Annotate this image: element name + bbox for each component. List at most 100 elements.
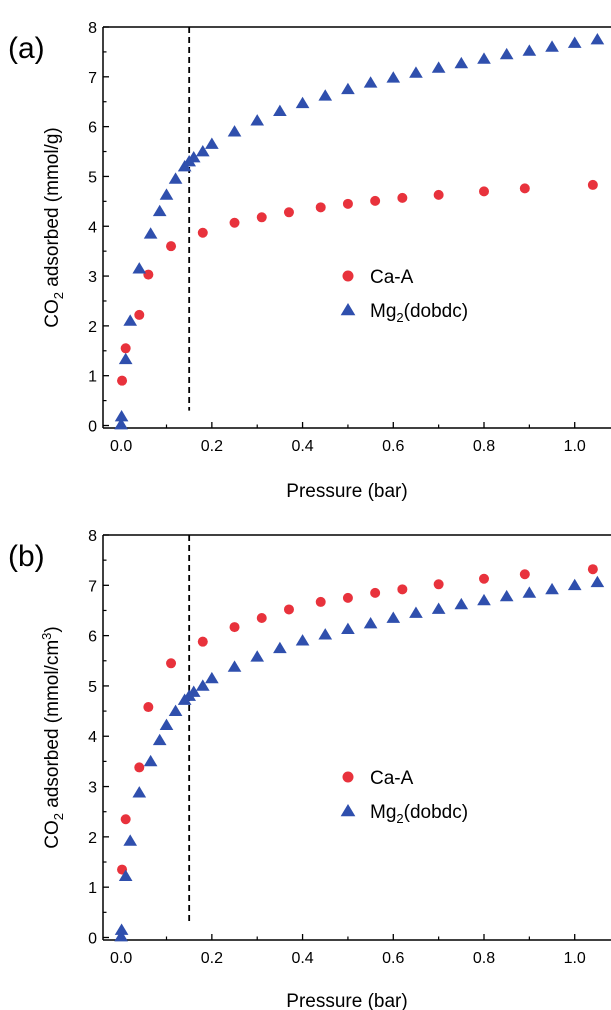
series-ca-a (117, 179, 598, 386)
series-mg2-dobdc (114, 32, 605, 430)
mg2-dobdc-point (273, 104, 287, 117)
x-axis-label: Pressure (bar) (286, 481, 407, 502)
ca-a-point (120, 814, 131, 825)
y-tick-label: 6 (88, 629, 97, 646)
ca-a-point (315, 596, 326, 607)
mg2-dobdc-point (114, 410, 129, 422)
ca-a-point (166, 241, 177, 252)
mg2-dobdc-point (114, 929, 128, 942)
mg2-dobdc-point (318, 89, 333, 101)
mg2-dobdc-point (132, 786, 147, 798)
y-tick-label: 8 (88, 20, 97, 37)
y-tick-label: 5 (88, 679, 97, 696)
legend-marker-mg2-dobdc (340, 804, 356, 817)
series-mg2-dobdc (114, 575, 605, 942)
mg2-dobdc-point (118, 869, 133, 881)
y-tick-label: 6 (88, 120, 97, 137)
y-tick-label: 2 (88, 319, 97, 336)
mg2-dobdc-point (409, 66, 423, 78)
x-tick-label: 0.8 (473, 438, 495, 455)
x-tick-label: 0.0 (110, 950, 132, 967)
mg2-dobdc-point (341, 622, 355, 634)
mg2-dobdc-point (186, 685, 201, 697)
mg2-dobdc-point (132, 262, 147, 274)
panel-a: (a) 0 1 2 3 4 5 6 7 8 0.0 0.2 0.4 0.6 0.8 1.0 Pressure (… (8, 20, 611, 502)
ca-a-point (197, 636, 208, 647)
mg2-dobdc-point (152, 204, 167, 217)
mg2-dobdc-point (123, 834, 138, 846)
ca-a-point (519, 569, 530, 580)
ca-a-point (397, 584, 408, 595)
legend-marker-ca-a (342, 270, 354, 282)
mg2-dobdc-point (152, 733, 167, 746)
mg2-dobdc-point (499, 47, 514, 60)
ca-a-point (166, 658, 177, 669)
panel-label: (b) (8, 540, 45, 573)
y-tick-label: 4 (88, 219, 97, 236)
y-tick-label: 1 (88, 369, 97, 386)
ca-a-point (397, 192, 408, 203)
x-tick-label: 0.8 (473, 950, 495, 967)
mg2-dobdc-point (295, 634, 310, 646)
ca-a-point (433, 189, 444, 200)
ca-a-point (315, 202, 326, 213)
y-tick-label: 4 (88, 729, 97, 746)
ca-a-point (370, 195, 381, 206)
mg2-dobdc-point (118, 352, 133, 365)
x-tick-label: 0.4 (291, 950, 313, 967)
legend-label: Mg2(dobdc) (370, 802, 468, 826)
mg2-dobdc-point (363, 617, 378, 629)
y-tick-label: 8 (88, 528, 97, 545)
ca-a-point (519, 183, 530, 194)
ca-a-point (587, 564, 598, 575)
x-tick-label: 0.2 (201, 438, 223, 455)
x-tick-label: 0.4 (291, 438, 313, 455)
ca-a-point (256, 212, 267, 223)
y-axis-label: CO2 adsorbed (mmol/g) (42, 127, 66, 327)
series-ca-a (117, 564, 598, 875)
mg2-dobdc-point (431, 61, 446, 73)
ca-a-point (117, 375, 128, 386)
mg2-dobdc-point (168, 172, 183, 184)
mg2-dobdc-point (295, 96, 310, 109)
y-tick-label: 3 (88, 269, 97, 286)
mg2-dobdc-point (205, 137, 219, 149)
mg2-dobdc-point (545, 582, 559, 595)
y-tick-label: 7 (88, 70, 97, 87)
mg2-dobdc-point (143, 754, 158, 767)
x-tick-label: 0.6 (382, 438, 404, 455)
ca-a-point (433, 579, 444, 590)
y-tick-label: 0 (88, 930, 97, 947)
x-tick-label: 0.2 (201, 950, 223, 967)
mg2-dobdc-point (143, 227, 158, 239)
ca-a-point (120, 343, 131, 354)
mg2-dobdc-point (250, 650, 265, 662)
y-tick-label: 0 (88, 419, 97, 436)
legend: Ca-A Mg2(dobdc) (340, 267, 468, 325)
mg2-dobdc-point (227, 660, 242, 672)
ca-a-point (479, 186, 489, 197)
mg2-dobdc-point (454, 56, 469, 69)
legend-label: Mg2(dobdc) (370, 301, 468, 325)
x-tick-label: 1.0 (564, 950, 586, 967)
y-axis-label: CO2 adsorbed (mmol/cm3) (39, 626, 66, 848)
y-tick-label: 7 (88, 578, 97, 595)
ca-a-point (143, 269, 154, 280)
mg2-dobdc-point (159, 718, 174, 731)
mg2-dobdc-point (386, 611, 401, 623)
mg2-dobdc-point (114, 418, 128, 430)
x-tick-label: 0.0 (110, 438, 132, 455)
legend-marker-ca-a (342, 771, 354, 783)
ca-a-point (342, 592, 353, 603)
panel-b: (b) 0 1 2 3 4 5 6 7 8 0.0 0.2 0.4 0.6 0.8 1.0 Pressure (… (8, 528, 611, 1010)
y-tick-label: 5 (88, 169, 97, 186)
mg2-dobdc-point (186, 151, 201, 163)
mg2-dobdc-point (205, 671, 219, 684)
ca-a-point (256, 613, 267, 624)
mg2-dobdc-point (114, 923, 129, 935)
ca-a-point (370, 587, 381, 598)
ca-a-point (283, 207, 294, 218)
mg2-dobdc-point (431, 602, 446, 614)
mg2-dobdc-point (386, 71, 401, 83)
